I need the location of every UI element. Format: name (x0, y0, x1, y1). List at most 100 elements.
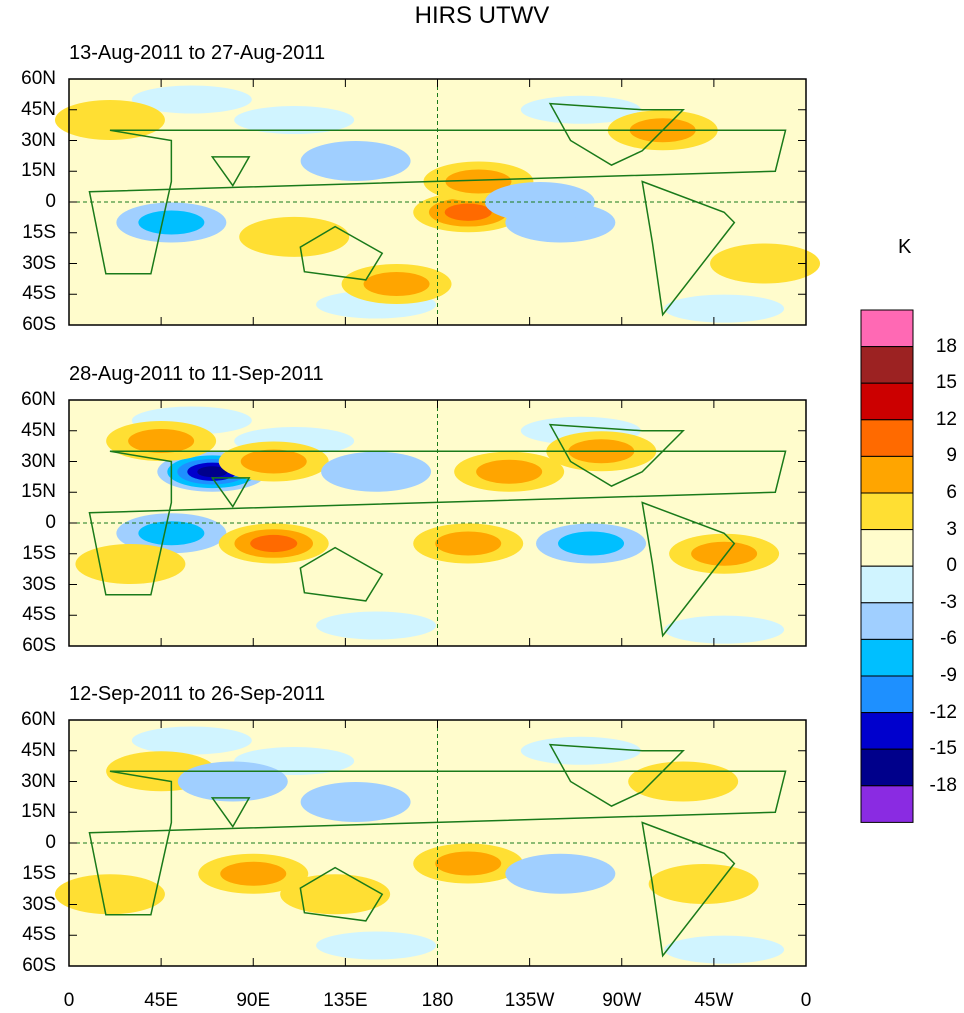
anomaly-contour (75, 544, 186, 584)
anomaly-contour (131, 85, 252, 114)
anomaly-contour (128, 429, 195, 453)
lon-tick-label: 135E (323, 990, 368, 1011)
coastline (210, 477, 251, 508)
panel-title: 28-Aug-2011 to 11-Sep-2011 (69, 363, 324, 385)
lat-tick-label: 60S (22, 314, 56, 335)
anomaly-contour (240, 449, 307, 474)
lon-tick-label: 180 (421, 990, 454, 1011)
anomaly-contour (321, 451, 432, 492)
lat-tick-label: 45S (22, 604, 56, 626)
coastline (88, 770, 787, 916)
lat-tick-label: 0 (45, 512, 56, 533)
coastline (299, 546, 384, 602)
colorbar-label: 0 (946, 555, 957, 577)
lat-tick-label: 30S (22, 252, 56, 274)
anomaly-contour (435, 851, 502, 876)
lon-tick-label: 0 (800, 990, 812, 1011)
anomaly-contour (558, 531, 625, 556)
lat-tick-label: 60N (21, 389, 56, 410)
lat-tick-label: 45S (22, 283, 56, 305)
lat-tick-label: 60S (22, 955, 56, 976)
colorbar-label: -6 (940, 628, 957, 650)
anomaly-contour (691, 541, 758, 566)
lat-tick-label: 45S (22, 924, 56, 946)
anomaly-contour (520, 95, 641, 124)
colorbar (860, 309, 914, 823)
panel-title: 12-Sep-2011 to 26-Sep-2011 (69, 683, 326, 705)
lon-tick-label: 90W (602, 990, 642, 1011)
colorbar-swatch (860, 712, 914, 750)
figure-title: HIRS UTWV (414, 2, 550, 29)
coastline (641, 821, 736, 958)
colorbar-label: -15 (929, 738, 957, 760)
colorbar-swatch (860, 565, 914, 604)
colorbar-label: 3 (946, 518, 957, 540)
lon-tick-label: 90E (236, 990, 271, 1011)
anomaly-contour (177, 761, 288, 802)
anomaly-contour (300, 141, 411, 181)
map-panel-1 (54, 78, 821, 326)
lat-tick-label: 60N (21, 709, 56, 730)
anomaly-contour (234, 106, 355, 134)
anomaly-contour (250, 534, 298, 553)
anomaly-contour (54, 874, 165, 915)
lon-tick-label: 135W (504, 990, 555, 1011)
map-panel-2 (68, 399, 807, 647)
colorbar-label: 9 (946, 445, 957, 467)
anomaly-contour (197, 466, 228, 478)
coastline (88, 450, 787, 596)
colorbar-swatch (860, 638, 914, 677)
lat-tick-label: 30N (21, 450, 56, 472)
anomaly-contour (54, 100, 165, 140)
coastline (548, 743, 685, 807)
colorbar-swatch (860, 602, 914, 640)
colorbar-label: 18 (935, 335, 957, 357)
coastline (548, 423, 685, 487)
colorbar-swatch (860, 309, 914, 348)
anomaly-contour (664, 615, 785, 644)
anomaly-contour (300, 782, 411, 822)
colorbar-label: 15 (935, 372, 957, 394)
lat-tick-label: 30N (21, 770, 56, 792)
anomaly-contour (445, 169, 512, 194)
anomaly-contour (239, 216, 350, 257)
colorbar-swatch (860, 382, 914, 421)
colorbar-swatch (860, 455, 914, 494)
colorbar-label: -3 (940, 591, 957, 613)
lat-tick-label: 0 (45, 191, 56, 212)
anomaly-contour (628, 761, 739, 802)
coastline (641, 501, 736, 638)
anomaly-contour (664, 294, 785, 323)
lat-tick-label: 0 (45, 832, 56, 853)
lat-tick-label: 60S (22, 635, 56, 656)
map-panel-3 (54, 719, 807, 967)
anomaly-contour (444, 203, 492, 221)
anomaly-contour (363, 272, 430, 296)
anomaly-contour (316, 931, 437, 960)
units-label: K (898, 236, 912, 258)
anomaly-contour (138, 521, 205, 546)
coastline (548, 102, 685, 166)
anomaly-contour (476, 459, 543, 484)
coastline (210, 156, 251, 187)
panel-title: 13-Aug-2011 to 27-Aug-2011 (69, 42, 326, 64)
colorbar-swatch (860, 785, 914, 823)
lat-tick-label: 60N (21, 68, 56, 89)
colorbar-label: -9 (940, 665, 957, 686)
anomaly-contour (664, 935, 785, 964)
colorbar-label: 12 (935, 408, 957, 430)
colorbar-label: -18 (929, 774, 957, 796)
anomaly-contour (316, 611, 437, 640)
colorbar-label: 6 (946, 482, 957, 503)
lat-tick-label: 15N (21, 481, 56, 503)
lat-tick-label: 30S (22, 893, 56, 915)
lon-tick-label: 45E (144, 990, 179, 1011)
lat-tick-label: 45N (21, 98, 56, 120)
anomaly-contour (505, 853, 616, 894)
coastline (641, 180, 736, 317)
coastline (299, 866, 384, 922)
lat-tick-label: 45N (21, 419, 56, 441)
colorbar-swatch (860, 529, 914, 567)
colorbar-swatch (860, 748, 914, 787)
